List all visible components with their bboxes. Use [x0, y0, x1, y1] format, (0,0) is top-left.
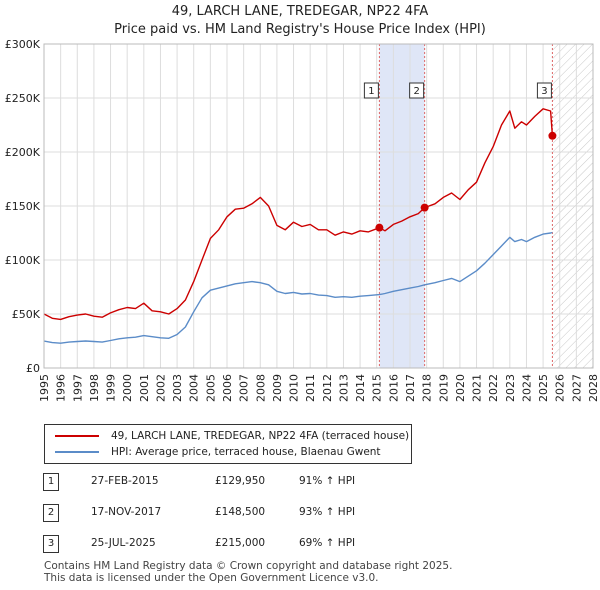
- transaction-number-badge: 3: [43, 535, 59, 553]
- x-tick-label: 2013: [337, 374, 350, 402]
- x-tick-label: 2026: [554, 374, 567, 402]
- transaction-price: £129,950: [215, 475, 266, 487]
- x-tick-label: 2012: [321, 374, 334, 402]
- x-tick-label: 2005: [204, 374, 217, 402]
- x-tick-label: 1999: [105, 374, 118, 402]
- x-tick-label: 2010: [288, 374, 301, 402]
- x-tick-label: 1997: [71, 374, 84, 402]
- y-tick-label: £150K: [5, 200, 41, 213]
- transaction-date: 17-NOV-2017: [91, 506, 162, 518]
- x-tick-label: 2014: [354, 374, 367, 402]
- x-tick-label: 2018: [421, 374, 434, 402]
- sale-marker-badge: [409, 82, 425, 99]
- sale-marker-badge: [536, 82, 552, 99]
- hpi-line: [44, 231, 553, 344]
- legend-label-hpi: HPI: Average price, terraced house, Blae…: [111, 446, 381, 458]
- chart-title: 49, LARCH LANE, TREDEGAR, NP22 4FA: [171, 4, 429, 19]
- legend-item-hpi: HPI: Average price, terraced house, Blae…: [55, 444, 381, 460]
- x-tick-label: 2024: [520, 374, 533, 402]
- x-tick-label: 2004: [188, 374, 201, 402]
- table-row: 1 27-FEB-2015 £129,950 91% ↑ HPI: [43, 473, 443, 493]
- y-tick-label: £250K: [5, 92, 41, 105]
- sale-marker-label: 1: [368, 86, 374, 97]
- y-tick-label: £0: [26, 362, 40, 375]
- x-tick-label: 2011: [304, 374, 317, 402]
- x-tick-label: 2027: [570, 374, 583, 402]
- x-tick-label: 2009: [271, 374, 284, 402]
- x-tick-label: 1995: [38, 374, 51, 402]
- transaction-price: £215,000: [215, 537, 266, 549]
- transaction-date: 27-FEB-2015: [91, 475, 159, 487]
- chart-subtitle: Price paid vs. HM Land Registry's House …: [114, 22, 486, 37]
- legend-swatch-hpi: [55, 451, 99, 453]
- x-tick-label: 2007: [238, 374, 251, 402]
- x-tick-label: 2001: [138, 374, 151, 402]
- transaction-number-badge: 1: [43, 473, 59, 491]
- x-tick-label: 2020: [454, 374, 467, 402]
- x-tick-label: 2021: [471, 374, 484, 402]
- x-tick-label: 2025: [537, 374, 550, 402]
- y-tick-label: £100K: [5, 254, 41, 267]
- legend: 49, LARCH LANE, TREDEGAR, NP22 4FA (terr…: [44, 424, 412, 464]
- x-tick-label: 2022: [487, 374, 500, 402]
- y-tick-label: £200K: [5, 146, 41, 159]
- price-chart: 1 2 3 1995 1996 1997 1998 1999 2000 2001 2002 2003…: [5, 38, 600, 402]
- x-tick-label: 2028: [587, 374, 600, 402]
- x-tick-label: 2016: [387, 374, 400, 402]
- sale-marker-label: 3: [541, 86, 547, 97]
- copyright-notice: Contains HM Land Registry data © Crown c…: [44, 560, 453, 572]
- legend-label-property: 49, LARCH LANE, TREDEGAR, NP22 4FA (terr…: [111, 430, 410, 442]
- x-tick-label: 2000: [121, 374, 134, 402]
- transaction-number-badge: 2: [43, 504, 59, 522]
- x-tick-label: 1996: [55, 374, 68, 402]
- x-tick-label: 2017: [404, 374, 417, 402]
- legend-item-property: 49, LARCH LANE, TREDEGAR, NP22 4FA (terr…: [55, 428, 409, 444]
- transaction-hpi: 91% ↑ HPI: [299, 475, 356, 487]
- transaction-hpi: 69% ↑ HPI: [299, 537, 356, 549]
- transaction-hpi: 93% ↑ HPI: [299, 506, 356, 518]
- sale-point: [375, 223, 384, 232]
- y-tick-label: £50K: [12, 308, 41, 321]
- plot-border: [43, 43, 594, 369]
- transaction-date: 25-JUL-2025: [91, 537, 156, 549]
- x-tick-label: 1998: [88, 374, 101, 402]
- x-tick-label: 2006: [221, 374, 234, 402]
- sale-marker-badge: [363, 82, 379, 99]
- licence-notice: This data is licensed under the Open Gov…: [44, 572, 379, 584]
- property-price-line: [44, 108, 554, 321]
- x-tick-label: 2015: [371, 374, 384, 402]
- table-row: 3 25-JUL-2025 £215,000 69% ↑ HPI: [43, 535, 443, 555]
- x-tick-label: 2008: [254, 374, 267, 402]
- legend-swatch-property: [55, 435, 99, 437]
- x-tick-label: 2023: [504, 374, 517, 402]
- y-tick-label: £300K: [5, 38, 41, 51]
- x-tick-label: 2019: [437, 374, 450, 402]
- x-tick-label: 2003: [171, 374, 184, 402]
- table-row: 2 17-NOV-2017 £148,500 93% ↑ HPI: [43, 504, 443, 524]
- transaction-price: £148,500: [215, 506, 266, 518]
- sale-marker-label: 2: [413, 86, 419, 97]
- sale-point: [548, 131, 557, 140]
- sale-point: [420, 203, 429, 212]
- x-tick-label: 2002: [154, 374, 167, 402]
